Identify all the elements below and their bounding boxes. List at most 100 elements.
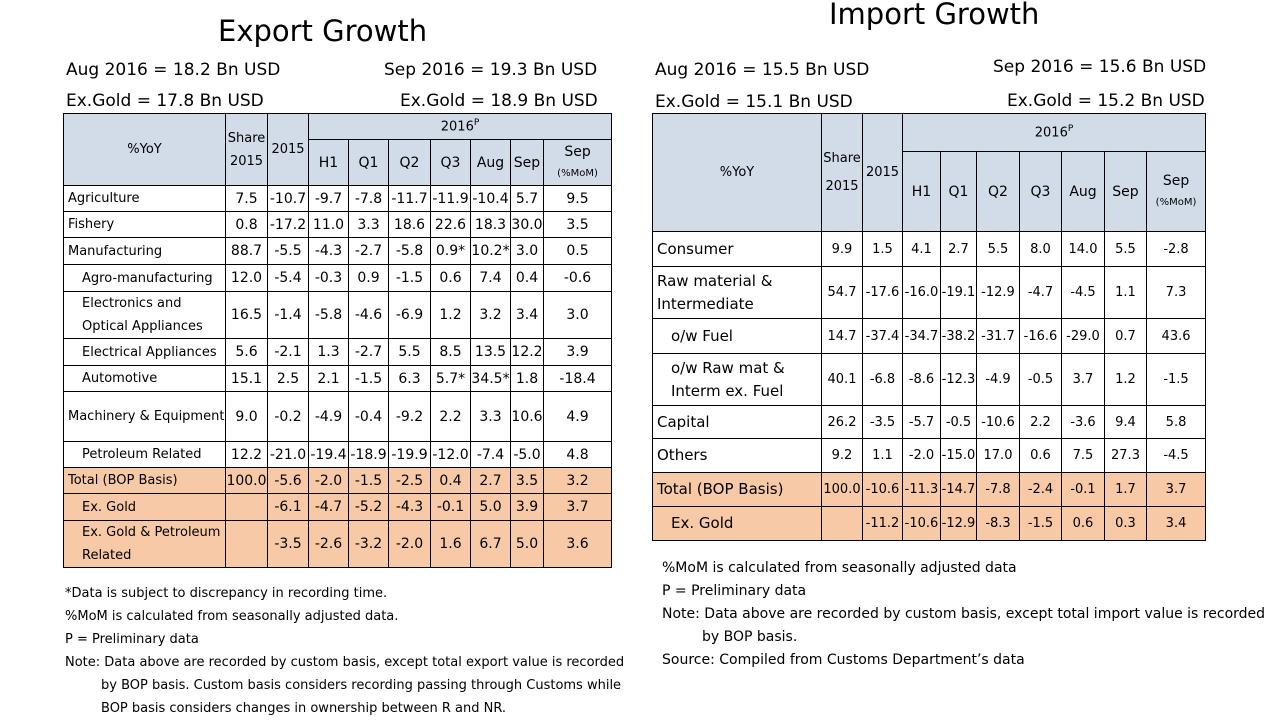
table-cell: 3.4 (510, 291, 544, 339)
table-cell: -16.0 (902, 266, 941, 319)
table-cell: 34.5* (470, 365, 511, 392)
row-label: Agro-manufacturing (63, 264, 226, 292)
import-col-header-q2: Q2 (976, 151, 1020, 232)
table-cell: -15.0 (940, 438, 977, 473)
import-title: Import Growth (829, 0, 1040, 31)
table-cell: -4.7 (308, 493, 349, 521)
table-cell: 0.8 (225, 211, 268, 238)
row-label: Electrical Appliances (63, 338, 226, 366)
row-label: Fishery (63, 211, 226, 238)
row-label: Total (BOP Basis) (63, 467, 226, 494)
table-cell: 16.5 (225, 291, 268, 339)
table-row: Machinery & Equipment 9.0 -0.2 -4.9 -0.4 -9.2… (63, 391, 613, 442)
export-sep-value: Sep 2016 = 19.3 Bn USD (384, 60, 598, 80)
table-cell: -10.6 (902, 506, 941, 541)
note-line: P = Preliminary data (65, 632, 199, 647)
table-cell: 9.9 (821, 231, 863, 267)
table-cell: -4.6 (348, 291, 389, 339)
table-cell: -0.4 (348, 391, 389, 442)
table-cell: -2.7 (348, 237, 389, 265)
table-row: Consumer 9.9 1.5 4.1 2.7 5.5 8.0 14.0 5.5 -2.8 (652, 231, 1207, 267)
import-subheader-row: H1 Q1 Q2 Q3 Aug Sep Sep (%MoM) (653, 151, 1207, 232)
export-title: Export Growth (218, 14, 428, 48)
table-cell: 8.0 (1019, 231, 1062, 267)
table-row: Fishery 0.8 -17.2 11.0 3.3 18.6 22.6 18.3 30.0 3.… (63, 211, 613, 238)
table-row: Raw material & Intermediate 54.7 -17.6 -16.… (652, 266, 1207, 319)
import-sep-exgold: Ex.Gold = 15.2 Bn USD (1007, 91, 1205, 111)
table-row: Electrical Appliances 5.6 -2.1 1.3 -2.7 5.5 8.… (63, 338, 613, 366)
export-yoy-header: %YoY (63, 113, 226, 186)
table-cell: -12.3 (940, 353, 977, 406)
import-aug-exgold: Ex.Gold = 15.1 Bn USD (655, 92, 853, 112)
table-cell: 0.6 (1019, 438, 1062, 473)
import-2015-header: 2015 (862, 113, 903, 232)
row-label: Consumer (652, 231, 822, 267)
table-cell: -8.3 (976, 506, 1020, 541)
table-cell: 12.2 (225, 441, 268, 468)
table-cell: 1.2 (430, 291, 471, 339)
table-cell: 3.9 (542, 338, 613, 366)
table-row: Agriculture 7.5 -10.7 -9.7 -7.8 -11.7 -11.9 -10… (63, 185, 613, 212)
table-cell: 3.2 (542, 467, 613, 494)
row-label: Total (BOP Basis) (652, 472, 822, 507)
import-col-header-h1: H1 (902, 151, 941, 232)
table-cell: -18.9 (348, 441, 389, 468)
table-cell: -9.2 (388, 391, 431, 442)
table-cell (225, 520, 268, 568)
table-cell: -4.3 (308, 237, 349, 265)
table-cell: -29.0 (1061, 318, 1105, 354)
table-cell: 1.8 (510, 365, 544, 392)
note-line: Note: Data above are recorded by custom … (662, 606, 1266, 622)
table-cell: -11.2 (862, 506, 903, 541)
table-cell: 1.7 (1104, 472, 1147, 507)
table-cell: 54.7 (821, 266, 863, 319)
table-cell: -37.4 (862, 318, 903, 354)
table-cell: -11.3 (902, 472, 941, 507)
table-cell: -5.5 (267, 237, 309, 265)
table-cell: -31.7 (976, 318, 1020, 354)
table-cell: 1.5 (862, 231, 903, 267)
table-cell: -2.6 (308, 520, 349, 568)
table-cell: 0.6 (430, 264, 471, 292)
row-label: Automotive (63, 365, 226, 392)
table-cell: -19.9 (388, 441, 431, 468)
table-cell: 3.2 (470, 291, 511, 339)
export-col-header-sep: Sep (510, 139, 544, 186)
table-cell: 5.0 (470, 493, 511, 521)
table-cell: -2.7 (348, 338, 389, 366)
table-cell: -0.1 (1061, 472, 1105, 507)
table-cell: -3.5 (267, 520, 309, 568)
table-cell: 14.0 (1061, 231, 1105, 267)
table-cell: 3.0 (542, 291, 613, 339)
import-notes: %MoM is calculated from seasonally adjus… (662, 557, 1265, 672)
table-cell: -5.2 (348, 493, 389, 521)
table-cell: 9.4 (1104, 405, 1147, 439)
export-share-header: Share 2015 (225, 113, 268, 186)
table-row: Automotive 15.1 2.5 2.1 -1.5 6.3 5.7* 34.5* 1.8-… (63, 365, 613, 392)
note-line: BOP basis considers changes in ownership… (101, 701, 507, 716)
table-cell: 5.5 (388, 338, 431, 366)
export-subheader-row: H1 Q1 Q2 Q3 Aug Sep Sep (%MoM) (64, 139, 613, 186)
table-cell: -18.4 (542, 365, 613, 392)
table-cell: 40.1 (821, 353, 863, 406)
table-cell: 5.7 (510, 185, 544, 212)
table-cell: 4.1 (902, 231, 941, 267)
table-cell: -2.5 (388, 467, 431, 494)
table-cell: -0.3 (308, 264, 349, 292)
export-col-header-q2: Q2 (388, 139, 431, 186)
table-cell: 8.5 (430, 338, 471, 366)
table-cell: 11.0 (308, 211, 349, 238)
table-row: Others 9.2 1.1 -2.0 -15.0 17.0 0.6 7.5 27.3 -4.5 (652, 438, 1207, 473)
table-cell: -21.0 (267, 441, 309, 468)
table-cell: 2.2 (1019, 405, 1062, 439)
row-label: Ex. Gold & Petroleum Related (63, 520, 226, 568)
table-cell: -1.5 (1019, 506, 1062, 541)
table-row: Total (BOP Basis) 100.0 -10.6 -11.3 -14.7 -7.… (652, 472, 1207, 507)
import-col-header-q3: Q3 (1019, 151, 1062, 232)
table-cell (225, 493, 268, 521)
table-cell: 9.2 (821, 438, 863, 473)
table-cell: 100.0 (821, 472, 863, 507)
import-col-header-aug: Aug (1061, 151, 1105, 232)
table-cell: -8.6 (902, 353, 941, 406)
row-label: o/w Fuel (652, 318, 822, 354)
